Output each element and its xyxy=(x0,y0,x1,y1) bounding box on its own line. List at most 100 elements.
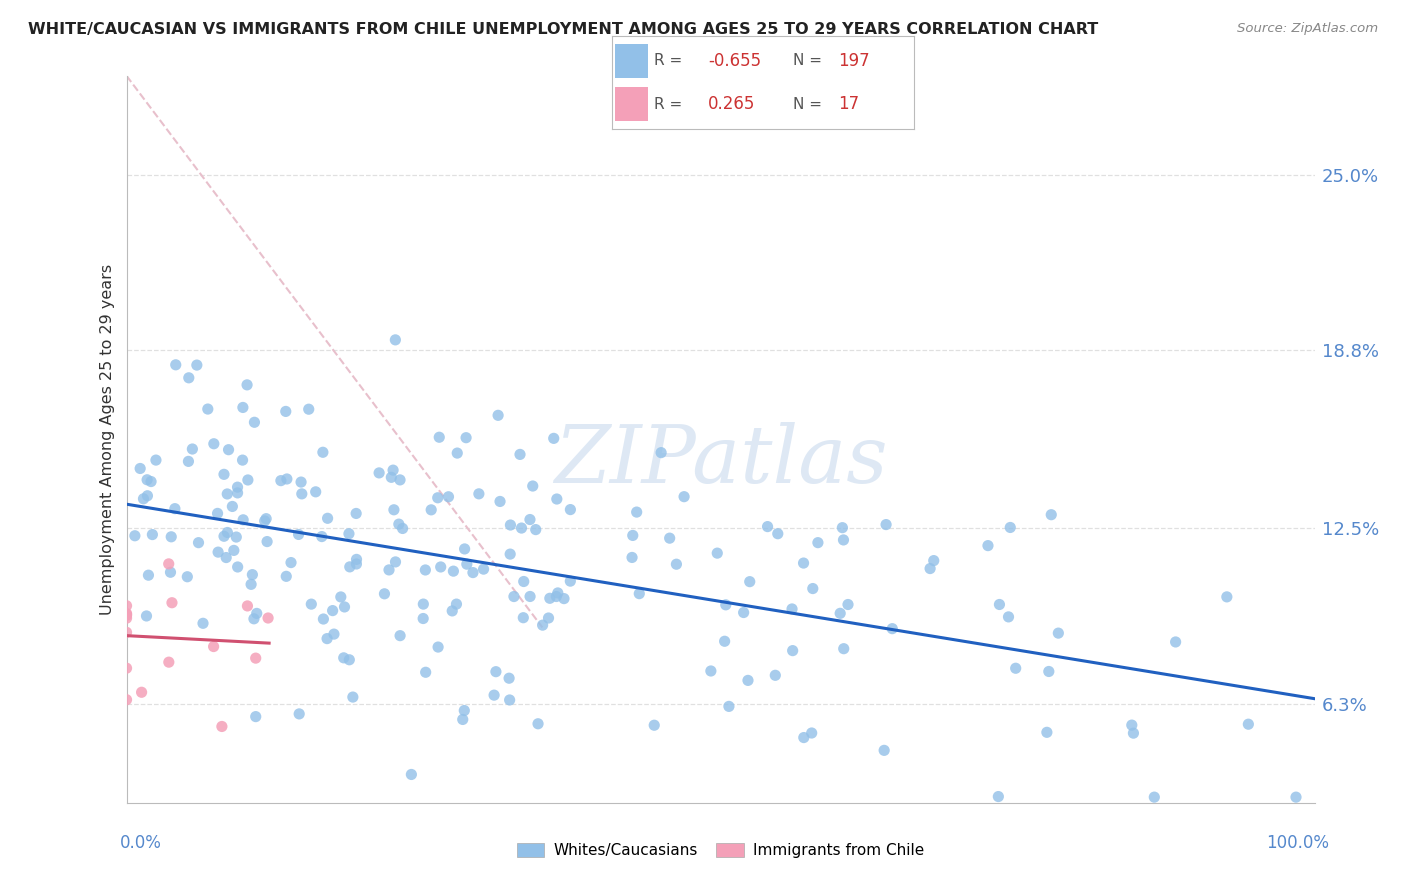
Point xyxy=(373,587,395,601)
Point xyxy=(482,688,505,702)
Point xyxy=(560,574,582,588)
Point xyxy=(115,611,138,625)
Point xyxy=(115,692,138,706)
Text: Source: ZipAtlas.com: Source: ZipAtlas.com xyxy=(1237,22,1378,36)
Point xyxy=(1216,590,1239,604)
Text: 197: 197 xyxy=(838,52,870,70)
Point xyxy=(270,474,292,488)
Point xyxy=(1036,725,1059,739)
Point xyxy=(342,690,364,704)
Point xyxy=(1122,726,1144,740)
Point xyxy=(290,475,312,489)
Point xyxy=(115,607,138,622)
Text: 17: 17 xyxy=(838,95,859,113)
Point xyxy=(454,431,477,445)
Point xyxy=(218,442,240,457)
Point xyxy=(832,533,855,547)
Point xyxy=(157,557,180,571)
Point xyxy=(700,664,723,678)
Point xyxy=(737,673,759,688)
Point xyxy=(673,490,696,504)
Point xyxy=(780,602,803,616)
Point xyxy=(882,622,904,636)
Point xyxy=(527,716,550,731)
Point xyxy=(415,665,437,680)
Point xyxy=(837,598,859,612)
Point xyxy=(274,404,297,418)
Point xyxy=(412,597,434,611)
Point xyxy=(215,550,238,565)
Point xyxy=(875,517,897,532)
Point xyxy=(132,491,155,506)
Point xyxy=(453,704,475,718)
Point xyxy=(427,430,450,444)
Point xyxy=(441,604,464,618)
Point xyxy=(546,590,568,604)
Point xyxy=(519,512,541,526)
Point xyxy=(138,568,160,582)
Point xyxy=(713,634,735,648)
Point xyxy=(115,607,138,621)
Point xyxy=(232,513,254,527)
Point xyxy=(254,511,277,525)
Point xyxy=(1237,717,1260,731)
Point xyxy=(873,743,896,757)
Point xyxy=(136,473,159,487)
Point xyxy=(997,610,1019,624)
Text: R =: R = xyxy=(654,54,682,69)
Point xyxy=(322,604,344,618)
Point xyxy=(988,598,1011,612)
Point xyxy=(461,566,484,580)
Point xyxy=(547,586,569,600)
Point xyxy=(389,473,412,487)
Point xyxy=(553,591,575,606)
Point xyxy=(807,535,830,549)
Point xyxy=(1143,790,1166,805)
Point xyxy=(197,402,219,417)
Point xyxy=(115,599,138,613)
Point xyxy=(977,539,1000,553)
Point xyxy=(236,473,259,487)
Point xyxy=(337,526,360,541)
Point xyxy=(509,447,531,461)
Point xyxy=(212,467,235,482)
Text: N =: N = xyxy=(793,54,823,69)
Point xyxy=(1040,508,1063,522)
Point xyxy=(512,574,534,589)
Point xyxy=(316,511,339,525)
Point xyxy=(187,535,209,549)
Point xyxy=(486,409,509,423)
Point xyxy=(181,442,204,456)
Point xyxy=(665,558,688,572)
Point xyxy=(225,530,247,544)
Point xyxy=(191,616,214,631)
Point xyxy=(426,491,449,505)
Point xyxy=(253,514,276,528)
Point xyxy=(115,608,138,623)
Y-axis label: Unemployment Among Ages 25 to 29 years: Unemployment Among Ages 25 to 29 years xyxy=(100,264,115,615)
Point xyxy=(305,484,328,499)
Point xyxy=(226,480,249,494)
Legend: Whites/Caucasians, Immigrants from Chile: Whites/Caucasians, Immigrants from Chile xyxy=(510,837,931,864)
Point xyxy=(472,562,495,576)
Point xyxy=(139,475,162,489)
Point xyxy=(441,564,464,578)
Text: 0.0%: 0.0% xyxy=(120,834,162,852)
Point xyxy=(232,453,254,467)
Point xyxy=(207,507,229,521)
Point xyxy=(1121,718,1143,732)
Point xyxy=(499,518,522,533)
Point xyxy=(420,503,443,517)
Point xyxy=(202,640,225,654)
Point xyxy=(380,470,402,484)
Point xyxy=(543,431,565,445)
Point xyxy=(793,731,815,745)
Point xyxy=(299,597,322,611)
Point xyxy=(1164,635,1187,649)
Point xyxy=(323,627,346,641)
Point xyxy=(378,563,401,577)
Point xyxy=(389,629,412,643)
Point xyxy=(236,599,259,613)
Point xyxy=(537,611,560,625)
Point xyxy=(522,479,544,493)
